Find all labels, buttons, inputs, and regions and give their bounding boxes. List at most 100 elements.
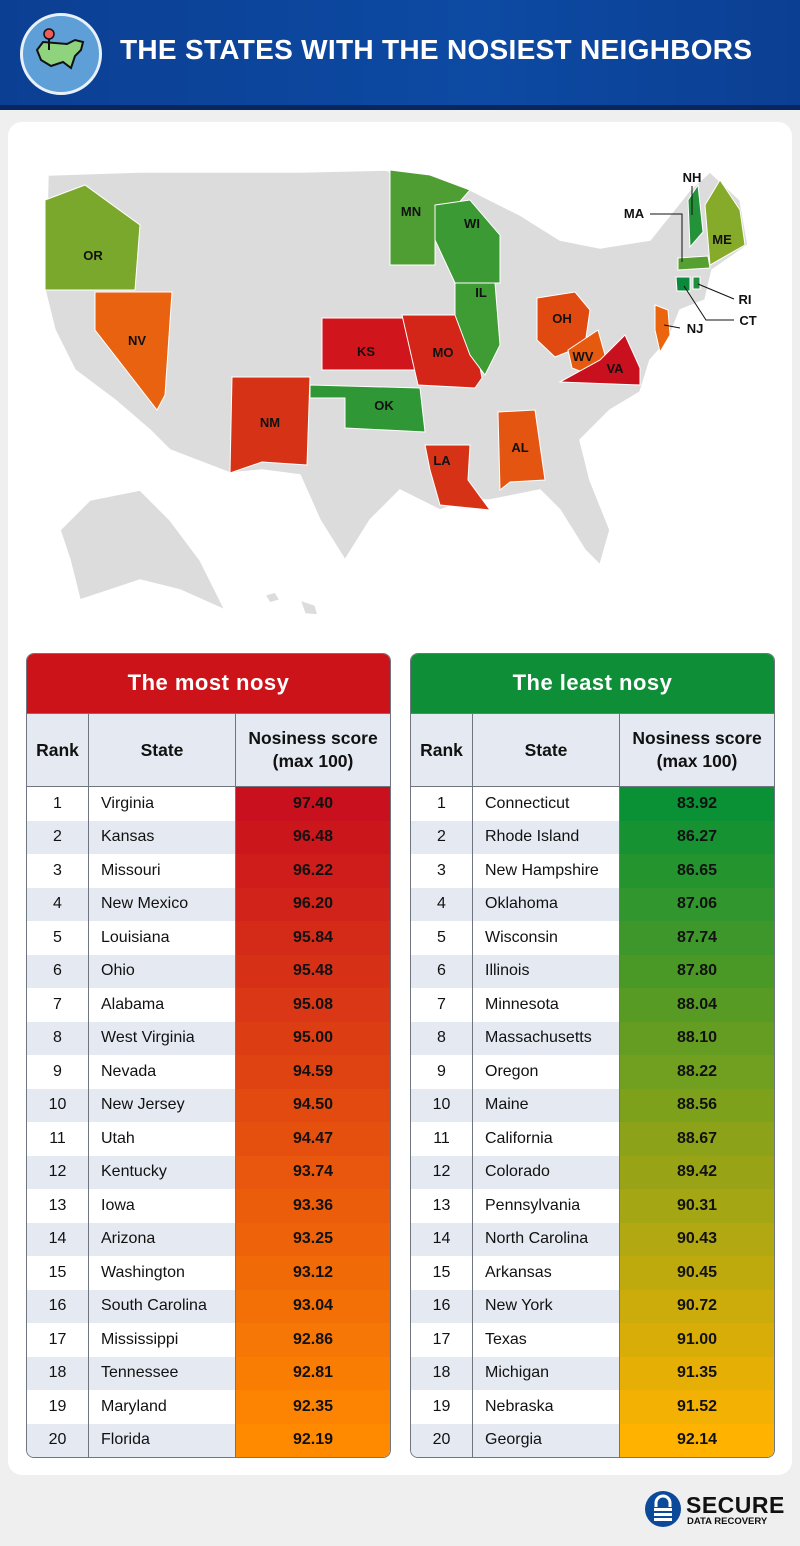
state-cell: Georgia [473, 1423, 620, 1457]
state-cell: Massachusetts [473, 1021, 620, 1055]
ri-leader-line [697, 283, 735, 300]
score-cell: 95.84 [236, 921, 390, 955]
header-rank: Rank [411, 714, 473, 786]
score-cell: 87.06 [620, 887, 774, 921]
state-label-va: VA [606, 361, 624, 376]
rank-cell: 18 [27, 1356, 89, 1390]
state-cell: Wisconsin [473, 921, 620, 955]
state-cell: Iowa [89, 1189, 236, 1223]
score-cell: 83.92 [620, 787, 774, 821]
table-row: 9 Nevada 94.59 [27, 1055, 390, 1089]
rank-cell: 6 [411, 954, 473, 988]
score-cell: 94.59 [236, 1055, 390, 1089]
state-cell: Illinois [473, 954, 620, 988]
rank-cell: 19 [27, 1390, 89, 1424]
score-cell: 90.43 [620, 1222, 774, 1256]
rank-cell: 16 [27, 1289, 89, 1323]
table-row: 15 Arkansas 90.45 [411, 1256, 774, 1290]
state-cell: New Jersey [89, 1088, 236, 1122]
score-cell: 89.42 [620, 1155, 774, 1189]
state-label-ok: OK [374, 398, 394, 413]
state-label-nv: NV [128, 333, 146, 348]
table-row: 10 New Jersey 94.50 [27, 1088, 390, 1122]
table-row: 16 New York 90.72 [411, 1289, 774, 1323]
state-va [558, 334, 641, 386]
score-cell: 92.19 [236, 1423, 390, 1457]
state-cell: Maryland [89, 1390, 236, 1424]
state-cell: Texas [473, 1323, 620, 1357]
score-cell: 92.35 [236, 1390, 390, 1424]
table-row: 3 New Hampshire 86.65 [411, 854, 774, 888]
state-cell: Rhode Island [473, 820, 620, 854]
rank-cell: 13 [27, 1189, 89, 1223]
state-nm [229, 376, 311, 474]
score-cell: 96.48 [236, 820, 390, 854]
score-cell: 87.80 [620, 954, 774, 988]
state-cell: North Carolina [473, 1222, 620, 1256]
state-cell: Mississippi [89, 1323, 236, 1357]
state-ok [309, 384, 426, 433]
rank-cell: 9 [27, 1055, 89, 1089]
table-title: The most nosy [27, 654, 390, 713]
rank-cell: 11 [27, 1122, 89, 1156]
header-rank: Rank [27, 714, 89, 786]
table-row: 7 Alabama 95.08 [27, 988, 390, 1022]
rank-cell: 7 [411, 988, 473, 1022]
table-row: 12 Kentucky 93.74 [27, 1155, 390, 1189]
state-wi [434, 199, 501, 284]
state-cell: Utah [89, 1122, 236, 1156]
table-row: 8 Massachusetts 88.10 [411, 1021, 774, 1055]
state-cell: Virginia [89, 787, 236, 821]
table-row: 1 Virginia 97.40 [27, 787, 390, 821]
state-cell: Tennessee [89, 1356, 236, 1390]
table-row: 13 Iowa 93.36 [27, 1189, 390, 1223]
table-row: 5 Wisconsin 87.74 [411, 921, 774, 955]
rank-cell: 15 [411, 1256, 473, 1290]
state-cell: Kentucky [89, 1155, 236, 1189]
state-nv [94, 291, 173, 411]
rank-cell: 12 [411, 1155, 473, 1189]
rank-cell: 5 [411, 921, 473, 955]
score-cell: 96.22 [236, 854, 390, 888]
table-row: 12 Colorado 89.42 [411, 1155, 774, 1189]
score-cell: 93.25 [236, 1222, 390, 1256]
table-row: 9 Oregon 88.22 [411, 1055, 774, 1089]
score-cell: 91.35 [620, 1356, 774, 1390]
state-label-mn: MN [401, 204, 421, 219]
state-cell: West Virginia [89, 1021, 236, 1055]
state-cell: Connecticut [473, 787, 620, 821]
ct-leader-line [683, 285, 734, 321]
rank-cell: 15 [27, 1256, 89, 1290]
rank-cell: 18 [411, 1356, 473, 1390]
score-cell: 93.04 [236, 1289, 390, 1323]
state-cell: Florida [89, 1423, 236, 1457]
table-title: The least nosy [411, 654, 774, 713]
brand-tagline: DATA RECOVERY [687, 1516, 768, 1527]
score-cell: 88.04 [620, 988, 774, 1022]
header-state: State [473, 714, 620, 786]
state-ma [677, 255, 711, 271]
state-cell: Oregon [473, 1055, 620, 1089]
state-la [424, 444, 492, 511]
table-row: 5 Louisiana 95.84 [27, 921, 390, 955]
table-row: 20 Florida 92.19 [27, 1423, 390, 1457]
state-cell: New Hampshire [473, 854, 620, 888]
hawaii-shape [263, 591, 320, 616]
header: THE STATES WITH THE NOSIEST NEIGHBORS [0, 0, 800, 110]
score-cell: 92.86 [236, 1323, 390, 1357]
table-row: 20 Georgia 92.14 [411, 1423, 774, 1457]
table-row: 18 Michigan 91.35 [411, 1356, 774, 1390]
state-nj [654, 304, 671, 354]
rank-cell: 2 [27, 820, 89, 854]
table-row: 7 Minnesota 88.04 [411, 988, 774, 1022]
table-header: Rank State Nosiness score (max 100) [411, 713, 774, 787]
table-row: 4 Oklahoma 87.06 [411, 887, 774, 921]
header-state: State [89, 714, 236, 786]
alaska-shape [59, 489, 227, 612]
state-cell: Nebraska [473, 1390, 620, 1424]
table-row: 6 Illinois 87.80 [411, 954, 774, 988]
state-or [44, 184, 141, 291]
state-label-nh: NH [683, 170, 702, 185]
state-label-me: ME [712, 232, 732, 247]
state-label-ct: CT [739, 313, 756, 328]
